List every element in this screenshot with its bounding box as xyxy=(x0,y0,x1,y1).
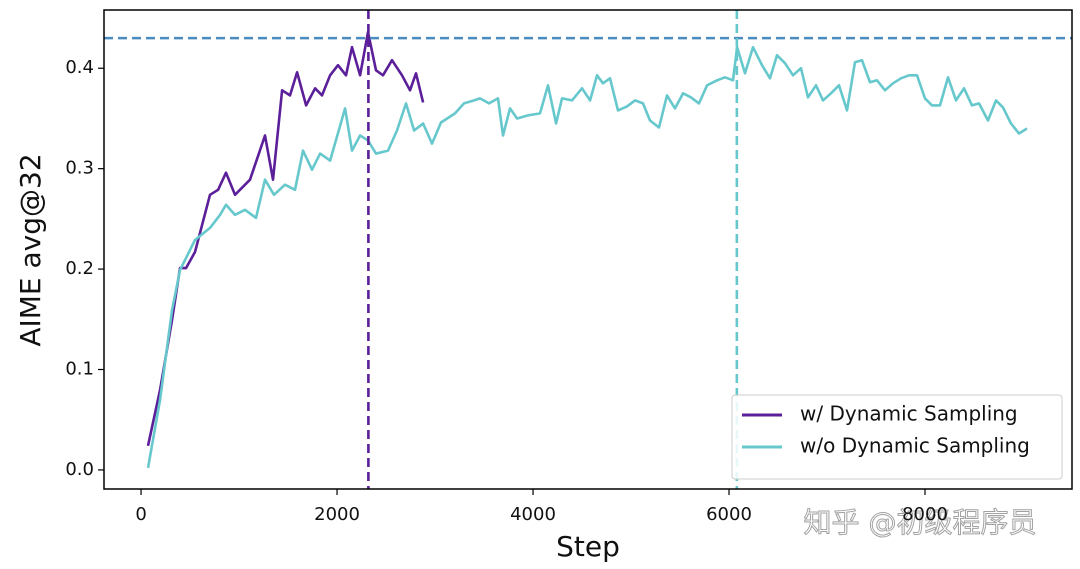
x-axis-label: Step xyxy=(556,530,620,563)
legend-label: w/o Dynamic Sampling xyxy=(800,434,1030,458)
legend-box xyxy=(731,394,1063,480)
x-tick-label: 0 xyxy=(135,504,146,525)
y-tick-label: 0.0 xyxy=(65,459,94,480)
x-tick-label: 6000 xyxy=(706,504,752,525)
legend-label: w/ Dynamic Sampling xyxy=(800,402,1018,426)
plot-frame xyxy=(103,9,1073,490)
y-tick-label: 0.1 xyxy=(65,359,94,380)
y-tick-label: 0.4 xyxy=(65,57,94,78)
y-axis-label: AIME avg@32 xyxy=(14,153,47,346)
data-line xyxy=(146,45,1028,469)
x-tick-label: 8000 xyxy=(902,504,948,525)
x-tick-label: 2000 xyxy=(314,504,360,525)
y-tick-label: 0.3 xyxy=(65,158,94,179)
y-tick-label: 0.2 xyxy=(65,258,94,279)
data-line xyxy=(146,30,425,447)
watermark: 知乎 @初级程序员 xyxy=(804,506,1037,539)
x-tick-label: 4000 xyxy=(510,504,556,525)
